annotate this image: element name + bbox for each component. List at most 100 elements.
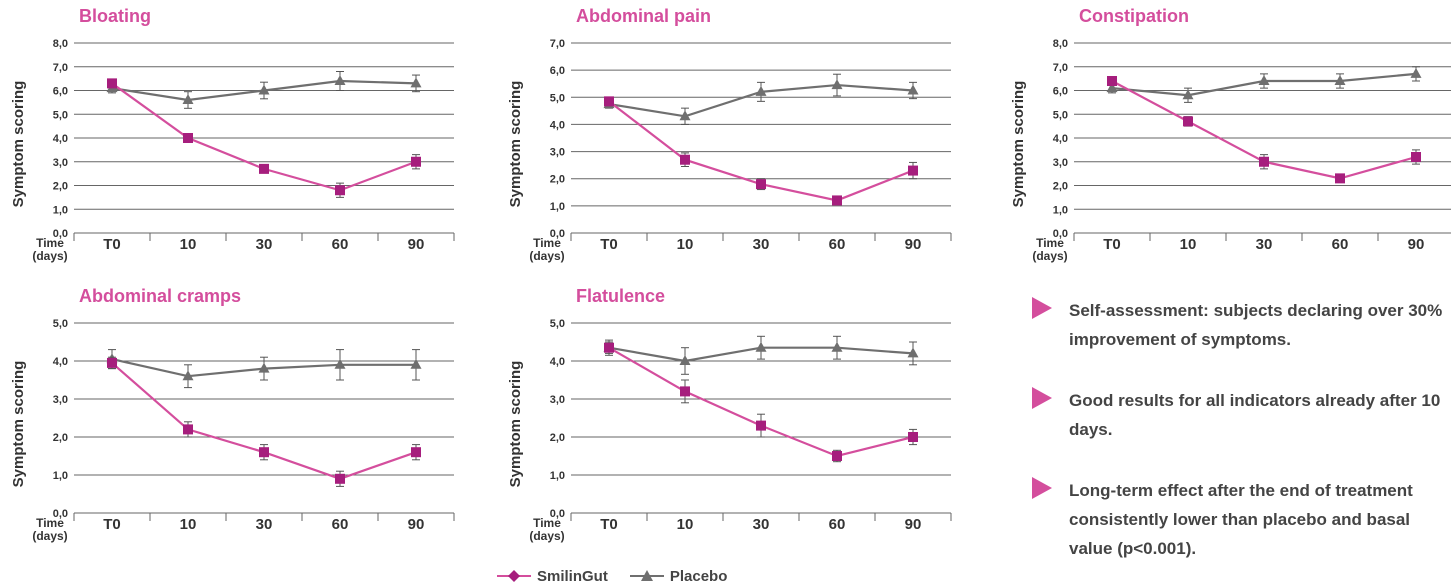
- smilingut-point: [832, 451, 842, 461]
- y-tick-label: 4,0: [1053, 133, 1068, 145]
- placebo-point: [755, 85, 767, 96]
- chart-svg: Abdominal cramps 0,0 1,0 2,0 3,0 4,0 5,0 T0 10 30…: [10, 286, 455, 543]
- smilingut-point: [908, 165, 918, 176]
- y-tick-label: 4,0: [550, 356, 565, 368]
- chart-svg: Constipation 0,0 1,0 2,0 3,0 4,0 5,0 6,0 7,0 8,0 T…: [1010, 6, 1451, 263]
- x-tick-label: 90: [905, 236, 922, 253]
- x-tick-label: 10: [180, 236, 197, 253]
- x-tick-label: 60: [332, 236, 349, 253]
- y-tick-label: 2,0: [1053, 181, 1068, 193]
- smilingut-point: [1259, 156, 1269, 167]
- placebo-point: [831, 79, 843, 90]
- legend-smilingut-marker: [497, 570, 531, 582]
- chart-title: Abdominal cramps: [79, 286, 241, 306]
- y-tick-label: 2,0: [550, 174, 565, 186]
- x-axis-label: Time (days): [32, 236, 67, 263]
- smilingut-point: [335, 185, 345, 196]
- chart-svg: Abdominal pain 0,0 1,0 2,0 3,0 4,0 5,0 6,0 7,0 T0…: [507, 6, 952, 263]
- x-tick-label: 10: [1180, 236, 1197, 253]
- x-axis-label: Time (days): [529, 236, 564, 263]
- smilingut-point: [756, 420, 766, 431]
- chart-bloating: Bloating 0,0 1,0 2,0 3,0 4,0 5,0 6,0 7,0 8,0 T0 10 3…: [0, 0, 455, 270]
- y-tick-label: 1,0: [53, 204, 68, 216]
- smilingut-point: [411, 447, 421, 458]
- smilingut-point: [259, 447, 269, 458]
- y-tick-label: 4,0: [550, 119, 565, 131]
- placebo-point: [258, 84, 270, 95]
- y-tick-label: 7,0: [550, 38, 565, 50]
- y-tick-label: 1,0: [1053, 204, 1068, 216]
- chart-abdominal-pain: Abdominal pain 0,0 1,0 2,0 3,0 4,0 5,0 6,0 7,0 T0…: [497, 0, 952, 270]
- y-tick-label: 1,0: [550, 470, 565, 482]
- legend-label-smilingut: SmilinGut: [537, 567, 608, 585]
- x-tick-label: 90: [905, 516, 922, 533]
- x-tick-label: 60: [829, 516, 846, 533]
- smilingut-point: [1411, 152, 1421, 162]
- smilingut-point: [411, 156, 421, 167]
- placebo-point: [410, 77, 422, 88]
- x-tick-label: 90: [1408, 236, 1425, 253]
- y-tick-label: 5,0: [53, 318, 68, 330]
- smilingut-series-line: [111, 82, 417, 192]
- chart-svg: Bloating 0,0 1,0 2,0 3,0 4,0 5,0 6,0 7,0 8,0 T0 10 3…: [10, 6, 455, 263]
- legend-label-placebo: Placebo: [669, 567, 728, 585]
- smilingut-point: [183, 424, 193, 435]
- placebo-point: [334, 358, 346, 369]
- placebo-point: [182, 370, 194, 381]
- y-tick-label: 0,0: [550, 508, 565, 520]
- smilingut-point: [1183, 116, 1193, 127]
- finding-2-text: Good results for all indicators already …: [1069, 391, 1441, 439]
- chart-flatulence: Flatulence 0,0 1,0 2,0 3,0 4,0 5,0 T0 10 30 60 90 Ti…: [497, 280, 952, 550]
- y-tick-label: 8,0: [1053, 38, 1068, 50]
- x-tick-label: 60: [1332, 236, 1349, 253]
- y-tick-label: 5,0: [550, 318, 565, 330]
- x-tick-label: T0: [103, 516, 121, 533]
- y-tick-label: 5,0: [53, 109, 68, 121]
- placebo-point: [1334, 75, 1346, 85]
- y-tick-label: 2,0: [53, 181, 68, 193]
- y-tick-label: 6,0: [550, 65, 565, 77]
- play-arrow-icon: [1032, 387, 1052, 409]
- smilingut-point: [183, 133, 193, 143]
- x-tick-label: 30: [256, 236, 273, 253]
- smilingut-point: [604, 342, 614, 353]
- y-tick-label: 0,0: [1053, 228, 1068, 240]
- smilingut-point: [335, 473, 345, 484]
- smilingut-series-line: [608, 346, 914, 458]
- y-tick-label: 4,0: [53, 133, 68, 145]
- y-tick-label: 3,0: [550, 394, 565, 406]
- y-tick-label: 3,0: [53, 394, 68, 406]
- placebo-point: [1258, 75, 1270, 85]
- y-axis-label: Symptom scoring: [507, 81, 524, 208]
- x-tick-label: 30: [256, 516, 273, 533]
- x-tick-label: 30: [1256, 236, 1273, 253]
- smilingut-point: [756, 179, 766, 190]
- y-tick-label: 2,0: [53, 432, 68, 444]
- y-tick-label: 2,0: [550, 432, 565, 444]
- chart-svg: Flatulence 0,0 1,0 2,0 3,0 4,0 5,0 T0 10 30 60 90 Ti…: [507, 286, 952, 543]
- chart-title: Abdominal pain: [576, 6, 711, 26]
- x-tick-label: T0: [600, 516, 618, 533]
- chart-abdominal-cramps: Abdominal cramps 0,0 1,0 2,0 3,0 4,0 5,0 T0 10 30…: [0, 280, 455, 550]
- y-tick-label: 5,0: [1053, 109, 1068, 121]
- placebo-point: [334, 75, 346, 85]
- y-tick-label: 1,0: [53, 470, 68, 482]
- placebo-point: [679, 355, 691, 365]
- smilingut-point: [1335, 173, 1345, 184]
- smilingut-point: [680, 386, 690, 397]
- y-tick-label: 3,0: [53, 157, 68, 169]
- x-tick-label: 10: [677, 516, 694, 533]
- x-axis-label: Time (days): [1032, 236, 1067, 263]
- placebo-point: [907, 347, 919, 358]
- chart-title: Bloating: [79, 6, 151, 26]
- x-tick-label: 60: [332, 516, 349, 533]
- legend-item-smilingut: SmilinGut: [497, 568, 608, 585]
- x-tick-label: T0: [103, 236, 121, 253]
- y-tick-label: 6,0: [53, 86, 68, 98]
- placebo-point: [755, 341, 767, 352]
- play-arrow-icon: [1032, 297, 1052, 319]
- x-tick-label: 60: [829, 236, 846, 253]
- smilingut-point: [259, 163, 269, 174]
- y-tick-label: 7,0: [53, 62, 68, 74]
- y-axis-label: Symptom scoring: [10, 361, 27, 488]
